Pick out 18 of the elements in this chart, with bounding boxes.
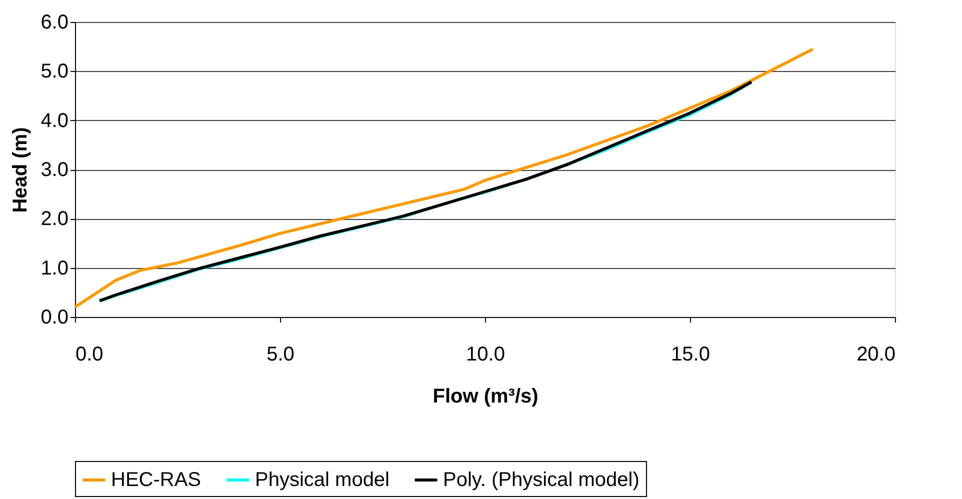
- x-tick-label: 15.0: [671, 344, 710, 366]
- y-tick-label: 5.0: [40, 60, 68, 83]
- x-tick-label: 0.0: [76, 344, 104, 366]
- y-tick-label: 1.0: [40, 257, 68, 280]
- y-tick-label: 4.0: [40, 110, 68, 132]
- legend-label: Poly. (Physical model): [443, 469, 640, 491]
- x-tick-label: 10.0: [466, 344, 505, 366]
- y-tick-label: 0.0: [40, 306, 68, 328]
- y-tick-label: 3.0: [40, 159, 68, 181]
- line-series: [74, 48, 814, 309]
- y-tick-label: 6.0: [40, 12, 68, 34]
- y-axis-title: Head (m): [10, 127, 32, 213]
- x-axis-title: Flow (m³/s): [432, 386, 538, 408]
- x-tick-label: 5.0: [266, 344, 294, 366]
- x-tick-label: 20.0: [856, 344, 896, 366]
- legend-label: Physical model: [255, 469, 390, 491]
- legend-label: HEC-RAS: [111, 469, 202, 491]
- y-tick-label: 2.0: [40, 208, 68, 230]
